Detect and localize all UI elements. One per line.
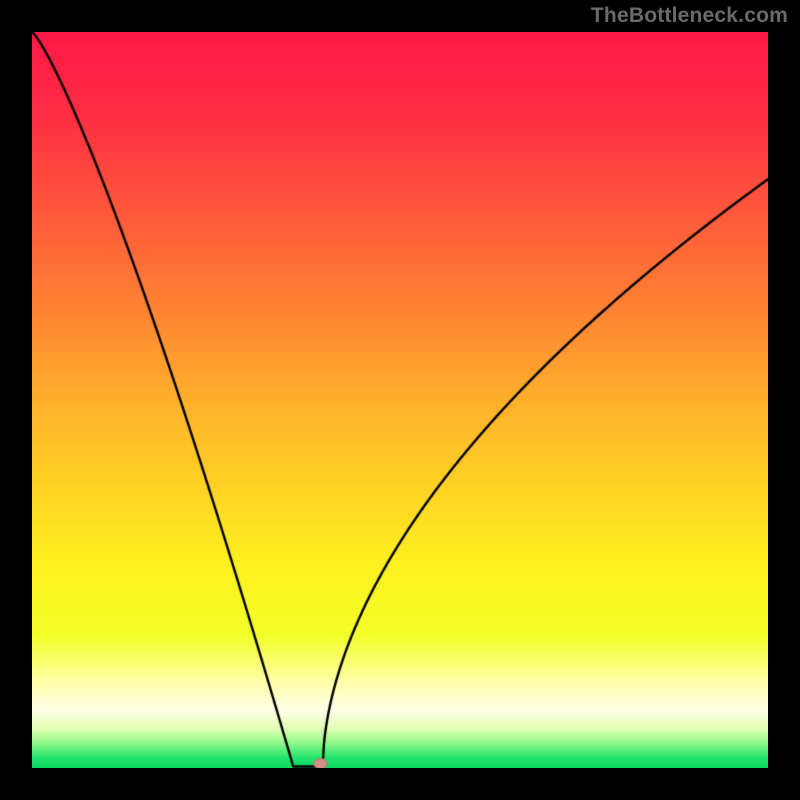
watermark-text: TheBottleneck.com	[591, 4, 788, 28]
bottleneck-gradient-chart	[32, 32, 768, 768]
chart-frame: TheBottleneck.com	[0, 0, 800, 800]
